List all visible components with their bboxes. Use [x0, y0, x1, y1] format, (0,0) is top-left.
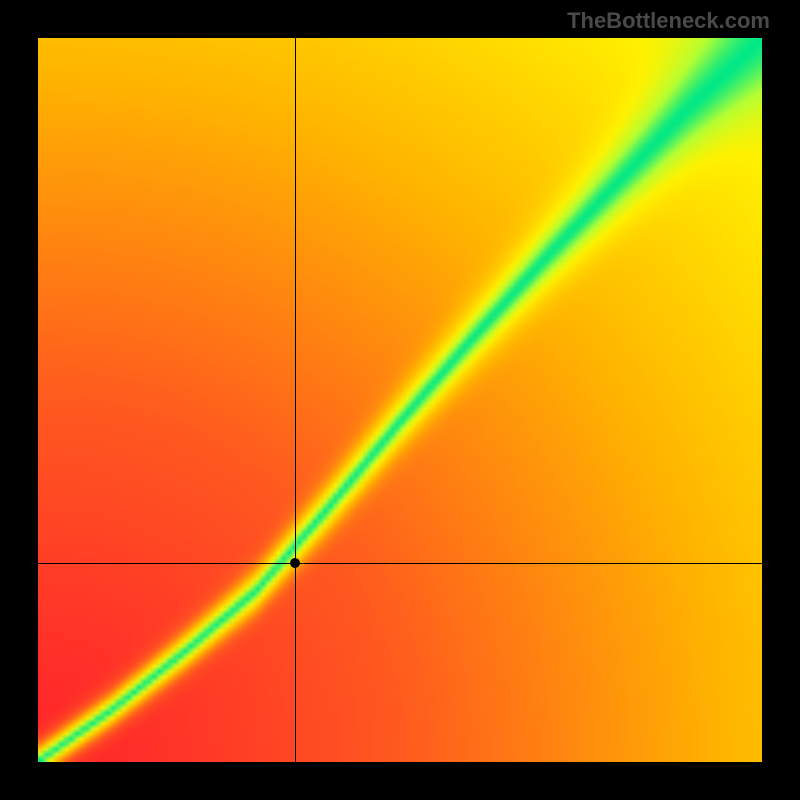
bottleneck-heatmap [38, 38, 762, 762]
heatmap-canvas [38, 38, 762, 762]
selection-marker-dot [290, 558, 300, 568]
watermark-text: TheBottleneck.com [567, 8, 770, 34]
crosshair-vertical [295, 38, 296, 762]
crosshair-horizontal [38, 563, 762, 564]
